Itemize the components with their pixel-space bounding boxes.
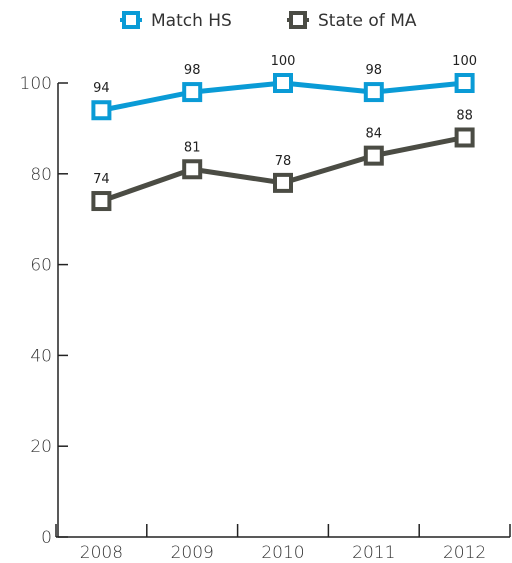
data-point [363,82,384,103]
data-label: 78 [275,154,292,169]
x-tick-label: 2010 [261,543,304,563]
x-tick-label: 2009 [171,543,214,563]
data-label: 74 [93,172,110,187]
legend-label: Match HS [151,11,232,31]
data-label: 100 [452,54,477,69]
data-point [182,82,203,103]
y-tick-label: 80 [30,165,52,185]
y-tick-label: 100 [20,74,52,94]
data-point [363,145,384,166]
legend-item-state-of-ma: State of MA [287,11,417,31]
legend-marker [289,11,307,29]
y-tick-label: 60 [30,256,52,276]
y-tick-label: 0 [41,528,52,548]
data-point [273,73,293,93]
x-tick-label: 2012 [443,543,486,563]
data-point [273,172,293,193]
legend-label: State of MA [318,11,417,31]
data-label: 98 [366,63,383,78]
data-label: 81 [184,140,201,155]
data-point [91,191,112,212]
legend-marker [122,11,140,29]
data-label: 84 [366,127,383,142]
legend: Match HS State of MA [120,11,417,31]
data-point [454,73,475,93]
series-match-hs: 94 98 100 98 100 [91,54,477,121]
data-point [182,159,203,180]
data-point [91,100,112,121]
x-tick-label: 2008 [80,543,123,563]
data-label: 100 [271,54,296,69]
data-label: 94 [93,81,110,96]
data-label: 88 [456,108,473,123]
x-tick-label: 2011 [352,543,395,563]
x-axis: 2008 2009 2010 2011 2012 [55,524,511,563]
y-tick-label: 20 [30,437,52,457]
y-axis: 0 20 40 60 80 100 [20,74,68,548]
data-point [454,127,475,148]
series-layer: 94 98 100 98 100 74 81 78 84 88 [91,54,477,212]
series-state-of-ma: 74 81 78 84 88 [91,108,475,212]
y-tick-label: 40 [30,346,52,366]
data-label: 98 [184,63,201,78]
legend-item-match-hs: Match HS [120,11,232,31]
